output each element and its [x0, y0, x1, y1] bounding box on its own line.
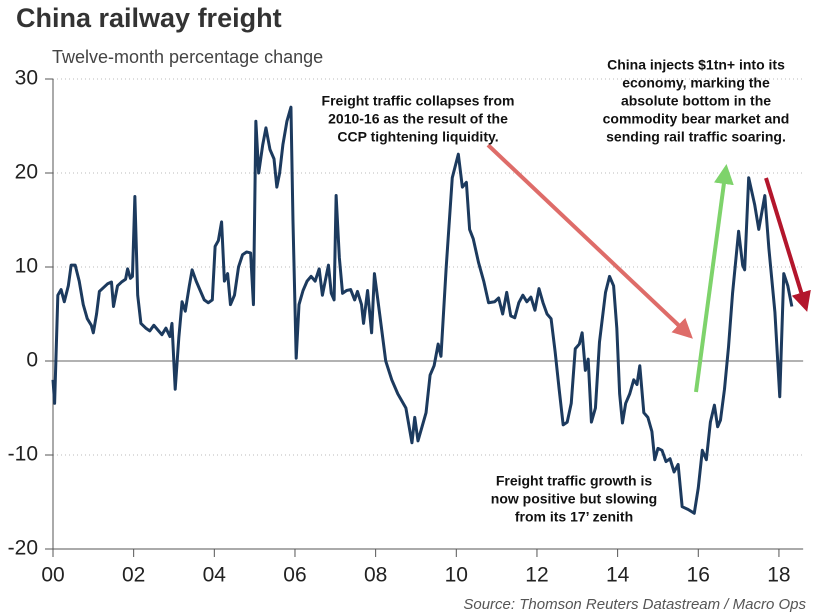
x-tick-label: 12 — [525, 564, 548, 587]
chart-subtitle: Twelve-month percentage change — [52, 47, 323, 67]
x-tick-label: 02 — [122, 564, 145, 587]
arrow — [486, 143, 693, 339]
y-tick-label: -20 — [8, 537, 38, 560]
annotation: 2010-16 as the result of the — [328, 111, 508, 127]
annotation: commodity bear market and — [603, 111, 790, 127]
y-tick-label: 10 — [15, 255, 38, 278]
annotation: from its 17’ zenith — [515, 509, 633, 525]
chart-title: China railway freight — [16, 3, 282, 33]
y-tick-label: -10 — [8, 443, 38, 466]
plot-area: -20 -10 0 10 20 30 00 02 04 06 08 10 12 14 16 18 — [8, 67, 804, 587]
data-line — [51, 105, 794, 515]
y-tick-label: 30 — [15, 67, 38, 90]
annotation: China injects $1tn+ into its — [607, 57, 785, 73]
annotation: Freight traffic growth is — [496, 473, 653, 489]
source: Source: Thomson Reuters Datastream / Mac… — [463, 596, 806, 613]
annotation: sending rail traffic soaring. — [606, 129, 786, 145]
x-tick-label: 14 — [606, 564, 630, 587]
x-tick-label: 18 — [767, 564, 790, 587]
annotation: now positive but slowing — [491, 491, 657, 507]
x-tick-label: 06 — [283, 564, 306, 587]
annotation: CCP tightening liquidity. — [337, 129, 498, 145]
x-tick-label: 00 — [41, 564, 64, 587]
x-tick-label: 16 — [687, 564, 710, 587]
arrow — [764, 177, 811, 312]
annotation: economy, marking the — [622, 75, 770, 91]
y-tick-label: 20 — [15, 161, 38, 184]
arrow — [694, 164, 734, 393]
annotation: Freight traffic collapses from — [322, 93, 515, 109]
annotation: absolute bottom in the — [621, 93, 771, 109]
y-tick-label: 0 — [26, 349, 38, 372]
x-tick-label: 04 — [203, 564, 227, 587]
x-tick-label: 10 — [445, 564, 468, 587]
x-tick-label: 08 — [364, 564, 387, 587]
